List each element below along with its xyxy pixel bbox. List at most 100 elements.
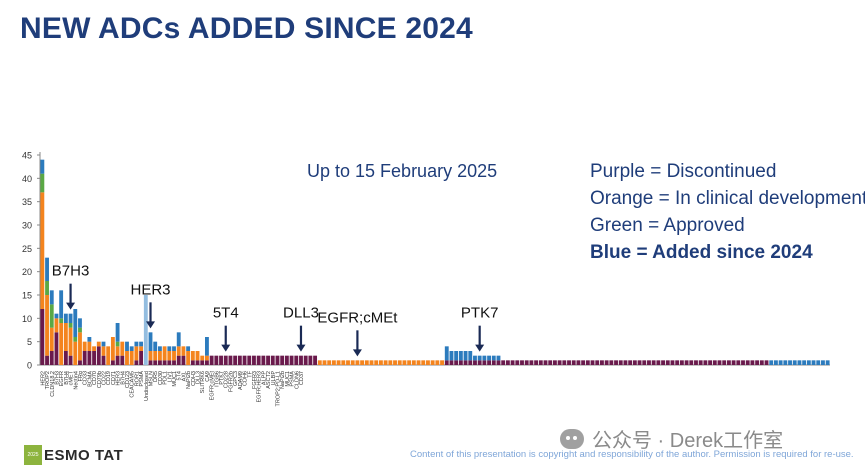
bar-segment-clinical bbox=[393, 360, 397, 365]
bar-segment-clinical bbox=[350, 360, 355, 365]
watermark-text: 公众号 · Derek工作室 bbox=[592, 430, 784, 452]
bar-segment-discontinued bbox=[303, 355, 308, 365]
bar-segment-discontinued bbox=[96, 346, 101, 365]
x-tick-label: NaPi2b bbox=[186, 371, 192, 389]
y-tick-label: 5 bbox=[27, 337, 32, 347]
bar-segment-discontinued bbox=[200, 360, 205, 365]
bar-segment-discontinued bbox=[571, 360, 576, 365]
bar-segment-discontinued bbox=[63, 351, 68, 365]
annotation-label: B7H3 bbox=[52, 263, 90, 280]
bar-segment-discontinued bbox=[703, 360, 708, 365]
bar-segment-discontinued bbox=[496, 360, 501, 365]
bar-segment-discontinued bbox=[233, 355, 238, 365]
bar-segment-discontinued bbox=[557, 360, 562, 365]
y-tick-label: 40 bbox=[22, 174, 32, 184]
bar-segment-discontinued bbox=[722, 360, 727, 365]
bar-segment-added-2024 bbox=[491, 355, 496, 361]
bar-segment-clinical bbox=[402, 360, 407, 365]
bar-segment-clinical bbox=[148, 351, 153, 361]
bar-segment-clinical bbox=[364, 360, 369, 365]
bar-segment-added-2024 bbox=[816, 360, 821, 365]
bar-segment-discontinued bbox=[195, 360, 200, 365]
x-tick-label: HER3 bbox=[116, 371, 122, 386]
bar-segment-discontinued bbox=[237, 355, 242, 365]
bar-segment-approved bbox=[73, 337, 78, 342]
x-tick-label: FRα bbox=[78, 370, 84, 381]
bar-segment-clinical bbox=[157, 351, 162, 361]
bar-segment-clinical bbox=[317, 360, 322, 365]
bar-segment-discontinued bbox=[294, 355, 299, 365]
x-tick-label: CD33 bbox=[83, 371, 89, 385]
bar-segment-added-2024 bbox=[40, 159, 45, 174]
bar-segment-added-2024 bbox=[769, 360, 774, 365]
y-tick-label: 10 bbox=[22, 314, 32, 324]
annotation-arrow-head bbox=[66, 302, 76, 310]
bar-segment-discontinued bbox=[651, 360, 656, 365]
bar-segment-added-2024 bbox=[134, 341, 139, 347]
bar-segment-discontinued bbox=[623, 360, 628, 365]
x-tick-label: LIV1 bbox=[167, 371, 173, 382]
bar-segment-added-2024 bbox=[68, 313, 73, 323]
bar-segment-discontinued bbox=[214, 355, 219, 365]
bar-segment-discontinued bbox=[449, 360, 454, 365]
bar-segment-clinical bbox=[87, 341, 92, 351]
bar-segment-discontinued bbox=[284, 355, 289, 365]
logo-mark-icon: 2025 bbox=[24, 445, 42, 465]
bar-segment-added-2024 bbox=[59, 290, 64, 319]
bar-segment-clinical bbox=[407, 360, 412, 365]
slide-title: NEW ADCs ADDED SINCE 2024 bbox=[20, 12, 473, 45]
bar-segment-discontinued bbox=[153, 360, 158, 365]
bar-segment-discontinued bbox=[205, 360, 209, 365]
bar-segment-added-2024 bbox=[482, 355, 487, 361]
bar-segment-discontinued bbox=[585, 360, 590, 365]
bar-segment-discontinued bbox=[242, 355, 247, 365]
x-tick-label: TROP2;PD-L1 bbox=[275, 371, 281, 406]
bar-segment-discontinued bbox=[698, 360, 703, 365]
bar-segment-clinical bbox=[341, 360, 346, 365]
bar-segment-clinical bbox=[200, 355, 205, 361]
bar-segment-added-2024 bbox=[458, 351, 463, 361]
bar-segment-discontinued bbox=[313, 355, 318, 365]
color-legend: Purple = Discontinued Orange = In clinic… bbox=[590, 158, 865, 266]
bar-segment-discontinued bbox=[299, 355, 303, 365]
bar-segment-discontinued bbox=[726, 360, 731, 365]
bar-segment-discontinued bbox=[87, 351, 92, 365]
annotation-arrow-head bbox=[475, 344, 485, 352]
bar-segment-discontinued bbox=[172, 360, 176, 365]
x-tick-label: CD30 bbox=[158, 371, 164, 385]
bar-segment-discontinued bbox=[736, 360, 741, 365]
bar-segment-discontinued bbox=[647, 360, 651, 365]
bar-segment-discontinued bbox=[689, 360, 694, 365]
bar-segment-discontinued bbox=[270, 355, 275, 365]
bar-segment-discontinued bbox=[444, 360, 449, 365]
bar-segment-discontinued bbox=[280, 355, 285, 365]
bar-segment-discontinued bbox=[562, 360, 567, 365]
bar-segment-discontinued bbox=[581, 360, 586, 365]
bar-segment-discontinued bbox=[604, 360, 609, 365]
bar-segment-added-2024 bbox=[496, 355, 501, 361]
bar-segment-clinical bbox=[134, 346, 139, 361]
x-tick-label: ASCT2 bbox=[266, 371, 272, 389]
bar-segment-discontinued bbox=[618, 360, 623, 365]
x-tick-label: CDH6 bbox=[243, 371, 249, 386]
bar-segment-discontinued bbox=[261, 355, 266, 365]
x-tick-label: cMET bbox=[69, 370, 75, 385]
annotation-label: DLL3 bbox=[283, 305, 319, 322]
bar-segment-clinical bbox=[411, 360, 416, 365]
bar-segment-clinical bbox=[383, 360, 388, 365]
bar-segment-discontinued bbox=[576, 360, 581, 365]
bar-segment-discontinued bbox=[755, 360, 760, 365]
bar-segment-discontinued bbox=[614, 360, 618, 365]
x-tick-label: CD70 bbox=[92, 371, 98, 385]
x-tick-label: TF bbox=[247, 370, 253, 377]
bar-segment-discontinued bbox=[665, 360, 670, 365]
legend-blue: Blue = Added since 2024 bbox=[590, 242, 813, 263]
bar-segment-discontinued bbox=[139, 351, 144, 365]
bar-segment-discontinued bbox=[600, 360, 604, 365]
bar-segment-discontinued bbox=[708, 360, 713, 365]
bar-segment-discontinued bbox=[78, 360, 82, 365]
bar-segment-discontinued bbox=[750, 360, 755, 365]
bar-segment-clinical bbox=[92, 346, 97, 351]
x-tick-label: EGFR bbox=[59, 371, 65, 386]
